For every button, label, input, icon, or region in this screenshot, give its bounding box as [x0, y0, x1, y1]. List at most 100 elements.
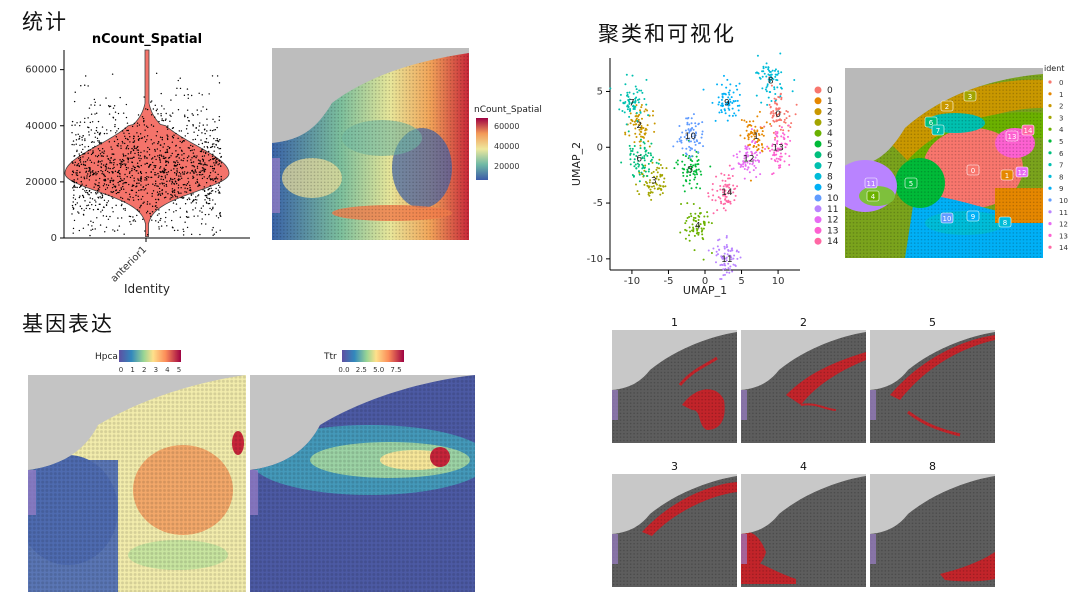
- umap-point: [624, 131, 627, 134]
- violin-point: [158, 213, 160, 215]
- violin-point: [99, 161, 101, 163]
- violin-point: [75, 181, 78, 184]
- umap-point: [744, 147, 747, 150]
- violin-point: [211, 143, 214, 145]
- violin-point: [102, 155, 104, 158]
- umap-point: [742, 160, 745, 163]
- ident-map-label-box: [1005, 130, 1019, 142]
- umap-point: [724, 189, 727, 192]
- violin-point: [106, 132, 108, 135]
- violin-point: [105, 163, 108, 165]
- violin-point: [172, 211, 175, 213]
- violin-point: [97, 161, 99, 163]
- umap-point: [783, 112, 786, 115]
- violin-point: [180, 186, 182, 189]
- violin-point: [211, 75, 214, 77]
- umap-point: [625, 123, 628, 126]
- umap-point: [777, 147, 780, 150]
- umap-point: [693, 136, 696, 139]
- violin-point: [100, 141, 102, 144]
- umap-point: [772, 78, 775, 81]
- umap-point: [786, 135, 789, 138]
- umap-point: [648, 114, 651, 117]
- violin-point: [136, 125, 139, 127]
- umap-point: [716, 83, 719, 86]
- violin-point: [104, 193, 107, 195]
- violin-point: [113, 153, 115, 155]
- violin-point: [215, 139, 217, 142]
- umap-point: [724, 267, 727, 270]
- violin-point: [120, 164, 122, 166]
- violin-point: [126, 129, 128, 132]
- violin-point: [112, 116, 114, 118]
- violin-point: [121, 200, 123, 202]
- umap-point: [751, 131, 754, 134]
- umap-point: [780, 135, 783, 138]
- violin-point: [142, 195, 144, 198]
- violin-point: [130, 151, 132, 153]
- umap-point: [743, 137, 746, 140]
- violin-point: [146, 135, 149, 137]
- violin-point: [155, 201, 157, 204]
- ident-legend-label: 9: [1059, 185, 1063, 193]
- violin-point: [82, 213, 85, 216]
- violin-point: [134, 220, 137, 222]
- violin-point: [109, 179, 111, 182]
- violin-point: [83, 121, 86, 124]
- umap-point: [727, 91, 730, 94]
- violin-point: [118, 191, 120, 194]
- ttr-tick: 7.5: [390, 366, 401, 374]
- umap-point: [730, 248, 733, 251]
- violin-point: [76, 172, 78, 174]
- violin-point: [119, 180, 122, 183]
- umap-point: [714, 261, 717, 264]
- violin-point: [71, 180, 73, 182]
- violin-point: [160, 113, 162, 115]
- umap-point: [767, 68, 770, 71]
- umap-point: [683, 135, 686, 138]
- violin-point: [167, 171, 170, 173]
- violin-point: [91, 171, 94, 173]
- violin-point: [219, 186, 221, 188]
- violin-point: [103, 199, 106, 202]
- umap-point: [731, 114, 734, 117]
- violin-point: [211, 155, 214, 157]
- umap-point: [754, 132, 757, 135]
- ident-map-label-box: [1015, 166, 1029, 178]
- violin-point: [120, 179, 123, 181]
- umap-point: [693, 249, 696, 252]
- violin-point: [198, 92, 200, 95]
- umap-cluster-label: 10: [685, 132, 697, 142]
- umap-point: [727, 267, 730, 270]
- umap-point: [727, 107, 730, 110]
- umap-point: [761, 87, 764, 90]
- violin-point: [175, 182, 178, 185]
- umap-point: [734, 100, 737, 103]
- violin-point: [120, 165, 122, 167]
- violin-point: [118, 225, 121, 227]
- umap-point: [719, 200, 722, 203]
- violin-point: [205, 201, 208, 203]
- violin-point: [197, 159, 200, 161]
- umap-point: [632, 153, 635, 156]
- violin-point: [201, 211, 203, 213]
- violin-point: [87, 157, 90, 159]
- umap-point: [773, 69, 776, 72]
- violin-point: [78, 212, 80, 214]
- violin-point: [164, 171, 166, 173]
- violin-point: [111, 153, 113, 155]
- umap-point: [628, 91, 631, 94]
- violin-point: [146, 139, 148, 141]
- violin-point: [152, 108, 155, 110]
- umap-y-tick: -10: [587, 254, 603, 265]
- violin-point: [109, 159, 111, 162]
- umap-point: [728, 271, 731, 274]
- violin-point: [90, 153, 93, 156]
- violin-point: [195, 182, 197, 184]
- ident-legend-dot: [1048, 245, 1052, 249]
- umap-point: [690, 168, 693, 171]
- violin-point: [78, 157, 80, 160]
- umap-point: [755, 145, 758, 148]
- violin-point: [200, 110, 202, 112]
- umap-legend-label: 8: [827, 172, 833, 182]
